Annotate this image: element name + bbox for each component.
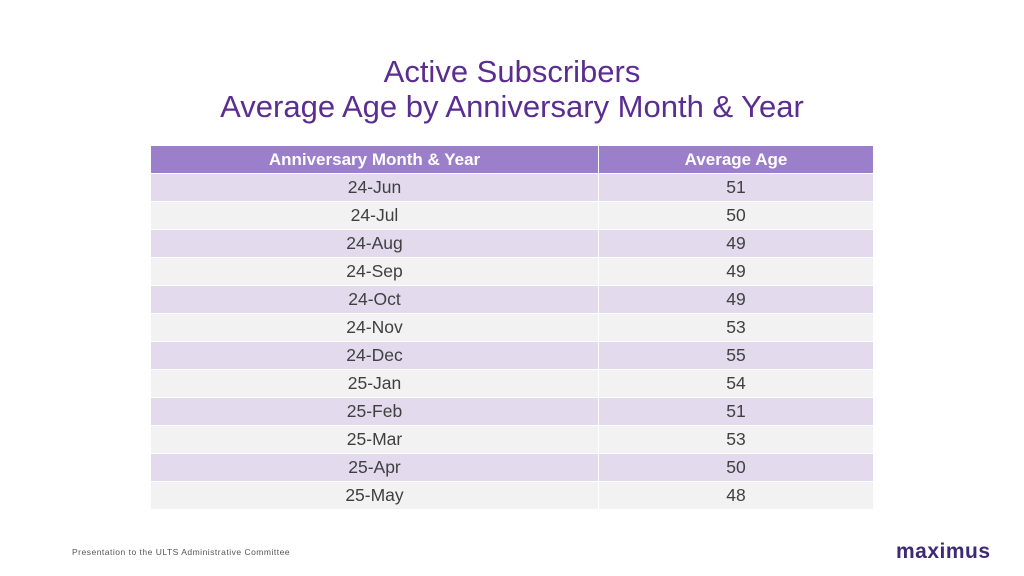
cell-average-age: 51 (726, 401, 746, 421)
footer-text: Presentation to the ULTS Administrative … (72, 547, 291, 557)
table-row: 24-Oct 49 (151, 286, 873, 314)
slide-subtitle: Average Age by Anniversary Month & Year (220, 89, 804, 124)
cell-average-age: 53 (726, 429, 746, 449)
cell-month-year: 24-Aug (151, 230, 599, 257)
column-header-month: Anniversary Month & Year (151, 146, 599, 173)
table-row: 24-Jul 50 (151, 202, 873, 230)
cell-month-year: 24-Sep (151, 258, 599, 285)
cell-month-year: 24-Oct (151, 286, 599, 313)
table-row: 24-Jun 51 (151, 174, 873, 202)
table-row: 24-Dec 55 (151, 342, 873, 370)
table-row: 25-Jan 54 (151, 370, 873, 398)
cell-month-year: 25-Mar (151, 426, 599, 453)
cell-month-year: 24-Jun (151, 174, 599, 201)
table-row: 25-Mar 53 (151, 426, 873, 454)
cell-average-age: 54 (726, 373, 746, 393)
table-row: 24-Sep 49 (151, 258, 873, 286)
table-row: 25-May 48 (151, 482, 873, 510)
cell-month-year: 25-Jan (151, 370, 599, 397)
table-row: 24-Aug 49 (151, 230, 873, 258)
cell-month-year: 24-Jul (151, 202, 599, 229)
cell-average-age: 49 (726, 233, 746, 253)
cell-month-year: 24-Dec (151, 342, 599, 369)
cell-month-year: 25-May (151, 482, 599, 509)
cell-average-age: 48 (726, 485, 746, 505)
data-table: Anniversary Month & Year Average Age 24-… (151, 146, 873, 510)
cell-average-age: 49 (726, 261, 746, 281)
cell-average-age: 49 (726, 289, 746, 309)
table-row: 25-Feb 51 (151, 398, 873, 426)
table-header-row: Anniversary Month & Year Average Age (151, 146, 873, 174)
cell-month-year: 24-Nov (151, 314, 599, 341)
slide-title: Active Subscribers (383, 54, 641, 89)
table-row: 25-Apr 50 (151, 454, 873, 482)
cell-month-year: 25-Feb (151, 398, 599, 425)
cell-average-age: 50 (726, 205, 746, 225)
table-row: 24-Nov 53 (151, 314, 873, 342)
cell-average-age: 55 (726, 345, 746, 365)
maximus-logo: maximus (896, 540, 991, 563)
cell-month-year: 25-Apr (151, 454, 599, 481)
cell-average-age: 50 (726, 457, 746, 477)
cell-average-age: 53 (726, 317, 746, 337)
table-body: 24-Jun 51 24-Jul 50 24-Aug 49 24-Sep 49 24-Oct 49… (151, 174, 873, 510)
cell-average-age: 51 (726, 177, 746, 197)
column-header-average-age: Average Age (684, 149, 788, 169)
